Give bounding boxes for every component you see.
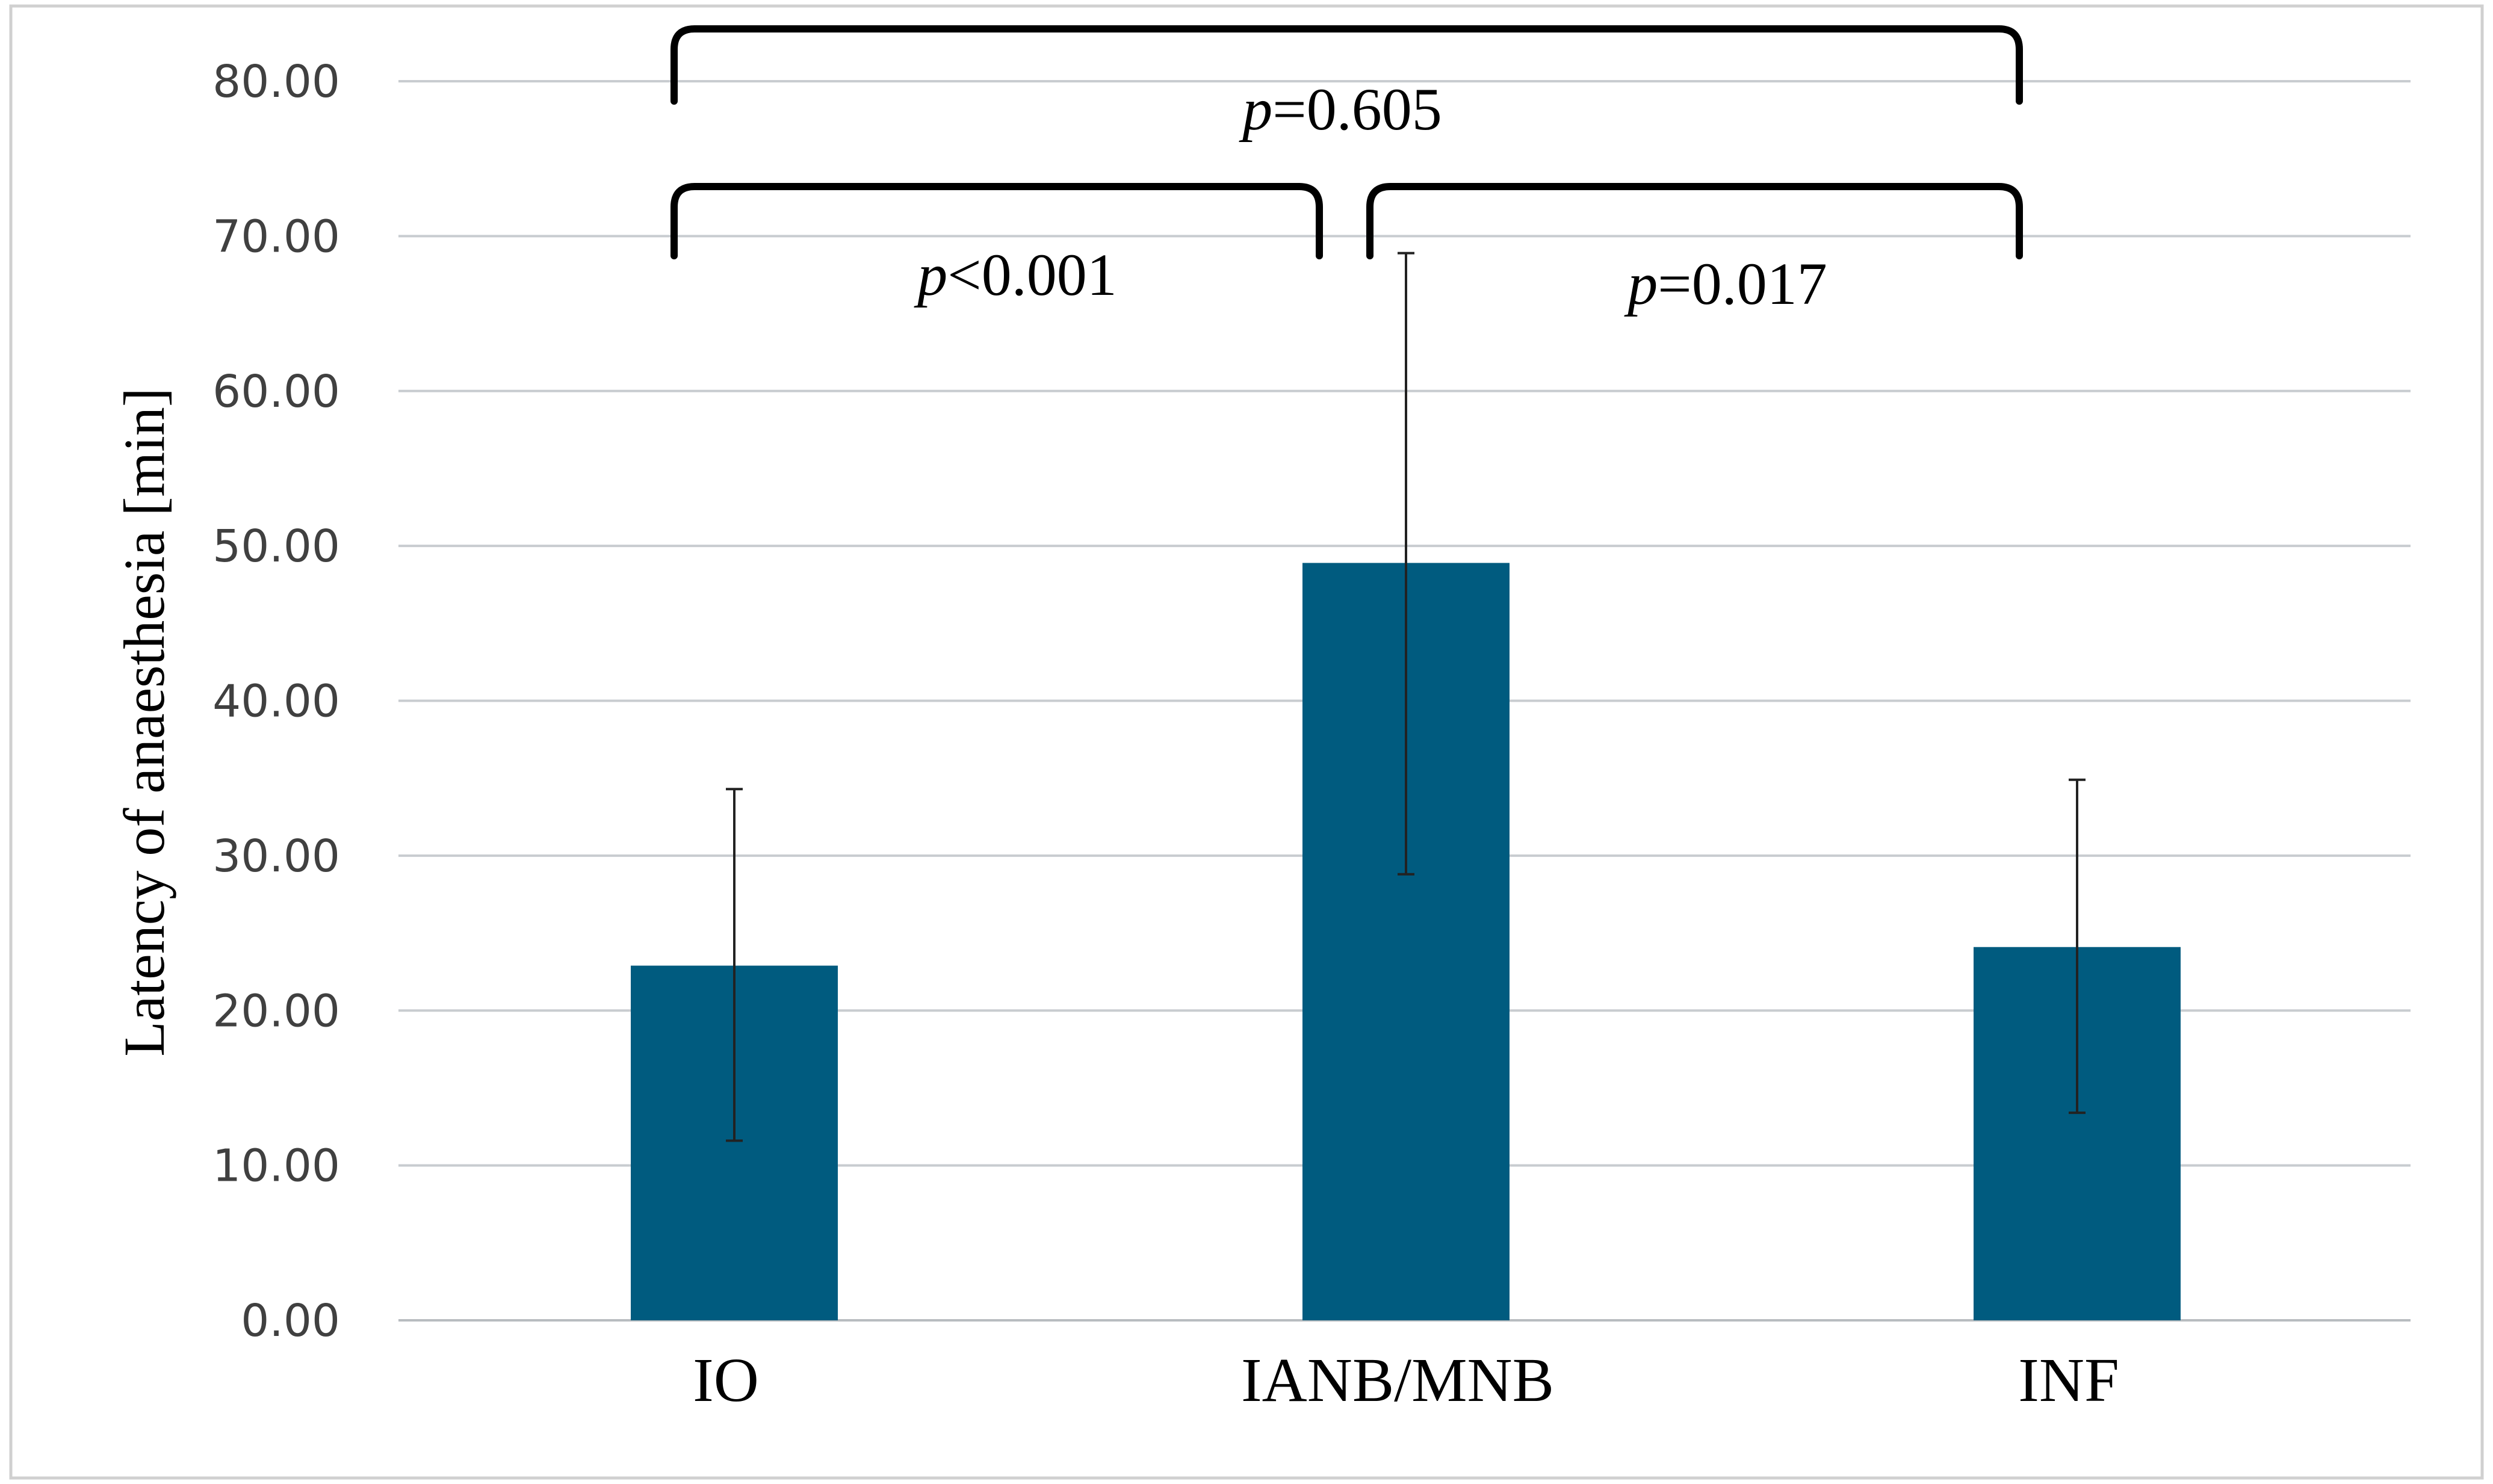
bracket-ianb-inf: [1366, 183, 2023, 259]
y-tick-label: 50.00: [212, 521, 340, 572]
p-value-io-inf: p=0.605: [1239, 76, 1442, 143]
y-tick-label: 70.00: [212, 211, 340, 262]
y-tick-label: 30.00: [212, 830, 340, 882]
y-tick-label: 10.00: [212, 1140, 340, 1192]
p-value-ianb-inf: p=0.017: [1624, 250, 1827, 317]
y-tick-label: 20.00: [212, 985, 340, 1037]
p-value-io-ianb: p<0.001: [914, 241, 1116, 308]
x-tick-label: IANB/MNB: [1241, 1346, 1554, 1415]
bracket-io-ianb: [670, 183, 1323, 259]
x-tick-label: INF: [2018, 1346, 2119, 1415]
y-tick-label: 0.00: [241, 1295, 340, 1347]
y-tick-label: 60.00: [212, 366, 340, 418]
y-tick-label: 40.00: [212, 676, 340, 728]
x-tick-label: IO: [693, 1346, 759, 1415]
y-tick-label: 80.00: [212, 56, 340, 108]
y-axis-title: Latency of anaesthesia [min]: [112, 388, 176, 1057]
bracket-io-inf: [670, 25, 2023, 105]
